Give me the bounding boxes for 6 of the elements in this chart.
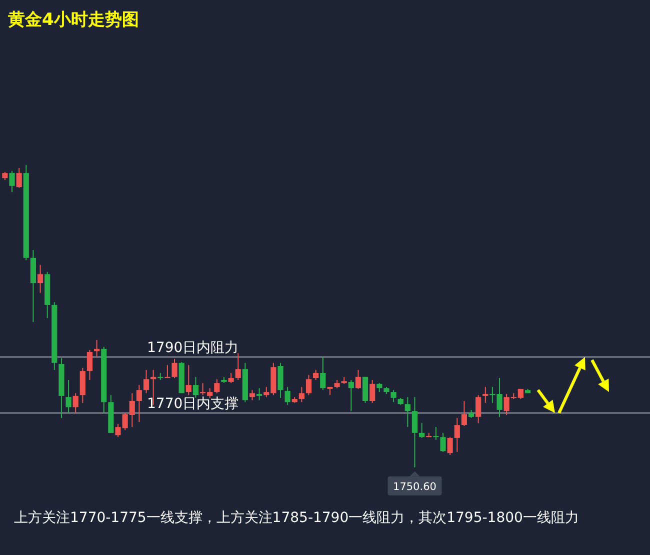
annotation: 上方关注1770-1775一线支撑，上方关注1785-1790一线阻力，其次1795-1800一线阻力 <box>14 509 580 528</box>
ref-line-label: 1790日内阻力 <box>147 340 239 356</box>
annotation: 1750.60 <box>393 480 436 493</box>
title: 黄金4小时走势图 <box>8 9 139 31</box>
ref-line-label: 1770日内支撑 <box>147 396 239 412</box>
annotation: 1750.60 <box>388 471 442 496</box>
